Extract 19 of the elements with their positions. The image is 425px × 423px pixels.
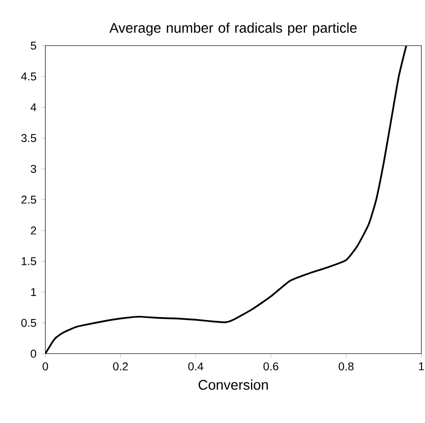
y-tick-label: 0 <box>30 350 36 358</box>
y-tick-label: 2.5 <box>21 196 36 204</box>
y-tick-label: 4 <box>30 103 36 112</box>
x-tick-label: 0.4 <box>188 362 204 370</box>
chart-title: Average number of radicals per particle <box>109 22 357 36</box>
y-tick-label: 3 <box>30 164 36 173</box>
x-tick-label: 0.2 <box>113 362 128 370</box>
y-tick-label: 4.5 <box>21 72 36 80</box>
y-tick-label: 1 <box>31 288 36 296</box>
x-tick-label: 0.6 <box>263 362 278 370</box>
y-tick-label: 2 <box>30 226 36 234</box>
y-tick-label: 1.5 <box>22 257 36 266</box>
x-tick-label: 0 <box>42 362 48 370</box>
x-tick-label: 0.8 <box>338 362 354 370</box>
x-tick-label: 1 <box>419 362 424 370</box>
y-tick-label: 5 <box>30 42 36 50</box>
x-axis-title: Conversion <box>198 380 268 390</box>
y-tick-label: 0.5 <box>21 318 36 327</box>
y-tick-label: 3.5 <box>21 134 36 142</box>
